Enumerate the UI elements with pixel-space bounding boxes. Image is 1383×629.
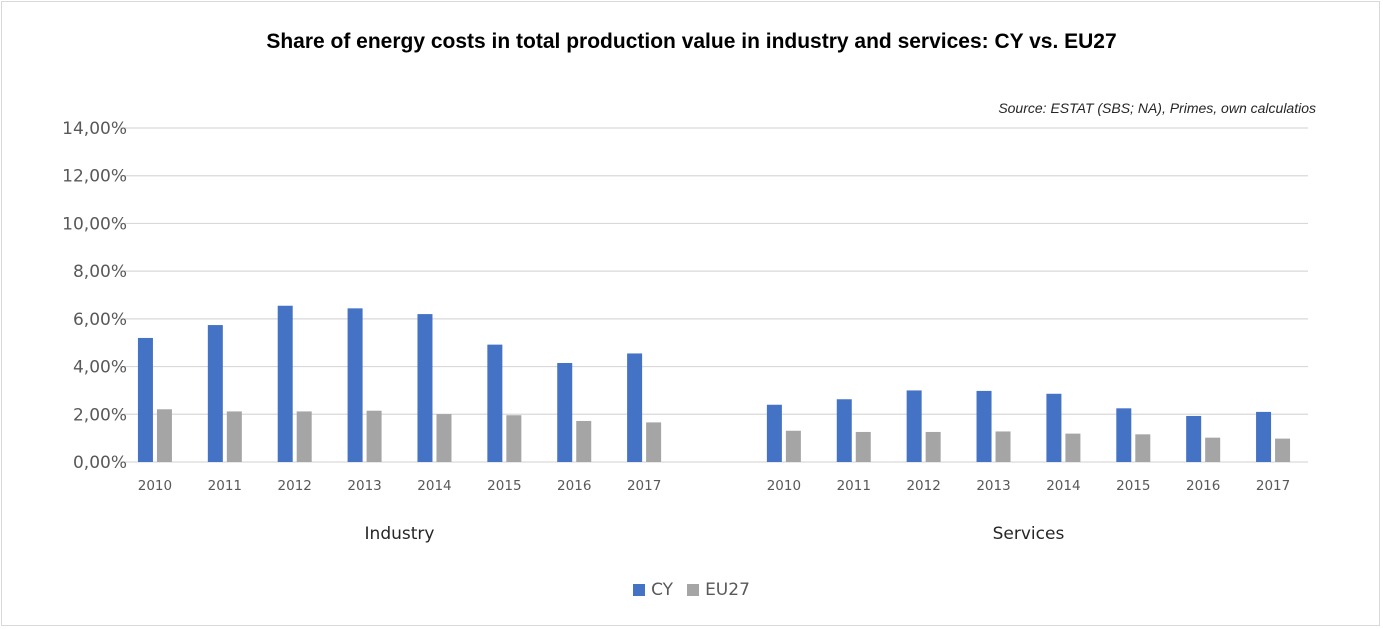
y-tick-label: 14,00% xyxy=(62,119,127,139)
bar-industry-cy-2017 xyxy=(627,353,643,462)
x-tick-label: 2013 xyxy=(347,478,381,494)
bar-services-cy-2016 xyxy=(1186,415,1202,462)
x-tick-label: 2010 xyxy=(767,478,801,494)
bar-services-cy-2017 xyxy=(1256,411,1272,462)
bar-services-eu27-2016 xyxy=(1205,437,1221,462)
bar-services-cy-2015 xyxy=(1116,408,1132,462)
bar-services-cy-2010 xyxy=(766,404,782,462)
x-tick-label: 2015 xyxy=(1116,478,1150,494)
bar-services-eu27-2012 xyxy=(925,431,941,462)
bar-services-eu27-2013 xyxy=(995,431,1011,462)
x-tick-label: 2012 xyxy=(906,478,940,494)
bar-industry-eu27-2012 xyxy=(296,411,312,462)
bar-industry-eu27-2017 xyxy=(646,422,662,462)
bar-industry-cy-2015 xyxy=(487,344,503,462)
x-tick-label: 2015 xyxy=(487,478,521,494)
x-tick-label: 2016 xyxy=(1186,478,1220,494)
y-tick-label: 8,00% xyxy=(73,262,127,282)
legend-swatch-eu27 xyxy=(687,584,700,596)
bar-industry-eu27-2016 xyxy=(576,420,592,462)
bar-services-eu27-2010 xyxy=(785,430,801,462)
bar-industry-eu27-2013 xyxy=(366,410,382,462)
bar-services-eu27-2014 xyxy=(1065,433,1081,462)
bar-industry-eu27-2015 xyxy=(506,415,522,462)
y-tick-label: 6,00% xyxy=(73,310,127,330)
bar-industry-cy-2010 xyxy=(137,337,153,462)
bar-industry-eu27-2014 xyxy=(436,414,452,462)
legend: CY EU27 xyxy=(0,580,1383,600)
legend-item-eu27[interactable]: EU27 xyxy=(687,580,750,600)
bar-services-eu27-2017 xyxy=(1275,438,1291,462)
x-tick-label: 2011 xyxy=(208,478,242,494)
legend-label-cy: CY xyxy=(651,580,674,600)
bar-industry-cy-2011 xyxy=(207,325,223,462)
x-tick-label: 2017 xyxy=(1256,478,1290,494)
bar-industry-cy-2013 xyxy=(347,308,363,462)
legend-item-cy[interactable]: CY xyxy=(633,580,673,600)
bar-services-eu27-2011 xyxy=(855,431,871,462)
chart-title: Share of energy costs in total productio… xyxy=(266,30,1117,53)
bar-industry-eu27-2011 xyxy=(226,411,242,462)
legend-label-eu27: EU27 xyxy=(705,580,750,600)
y-tick-label: 10,00% xyxy=(62,214,127,234)
y-tick-label: 12,00% xyxy=(62,167,127,187)
group-label-industry: Industry xyxy=(365,524,435,544)
x-tick-label: 2016 xyxy=(557,478,591,494)
y-tick-label: 4,00% xyxy=(73,358,127,378)
legend-swatch-cy xyxy=(633,584,646,596)
bar-industry-cy-2014 xyxy=(417,314,433,462)
x-tick-label: 2014 xyxy=(1046,478,1080,494)
group-label-services: Services xyxy=(993,524,1065,544)
x-tick-label: 2012 xyxy=(278,478,312,494)
bar-industry-cy-2016 xyxy=(557,362,573,462)
bar-services-eu27-2015 xyxy=(1135,434,1151,462)
x-tick-label: 2010 xyxy=(138,478,172,494)
bar-services-cy-2011 xyxy=(836,399,852,462)
y-tick-label: 2,00% xyxy=(73,405,127,425)
x-tick-label: 2017 xyxy=(627,478,661,494)
bar-services-cy-2014 xyxy=(1046,393,1062,462)
bar-industry-eu27-2010 xyxy=(156,409,172,462)
source-note: Source: ESTAT (SBS; NA), Primes, own cal… xyxy=(998,100,1316,116)
bar-services-cy-2012 xyxy=(906,390,922,462)
bar-services-cy-2013 xyxy=(976,390,992,462)
y-tick-label: 0,00% xyxy=(73,453,127,473)
x-tick-label: 2011 xyxy=(837,478,871,494)
bar-industry-cy-2012 xyxy=(277,305,293,462)
x-tick-label: 2014 xyxy=(417,478,451,494)
x-tick-label: 2013 xyxy=(976,478,1010,494)
